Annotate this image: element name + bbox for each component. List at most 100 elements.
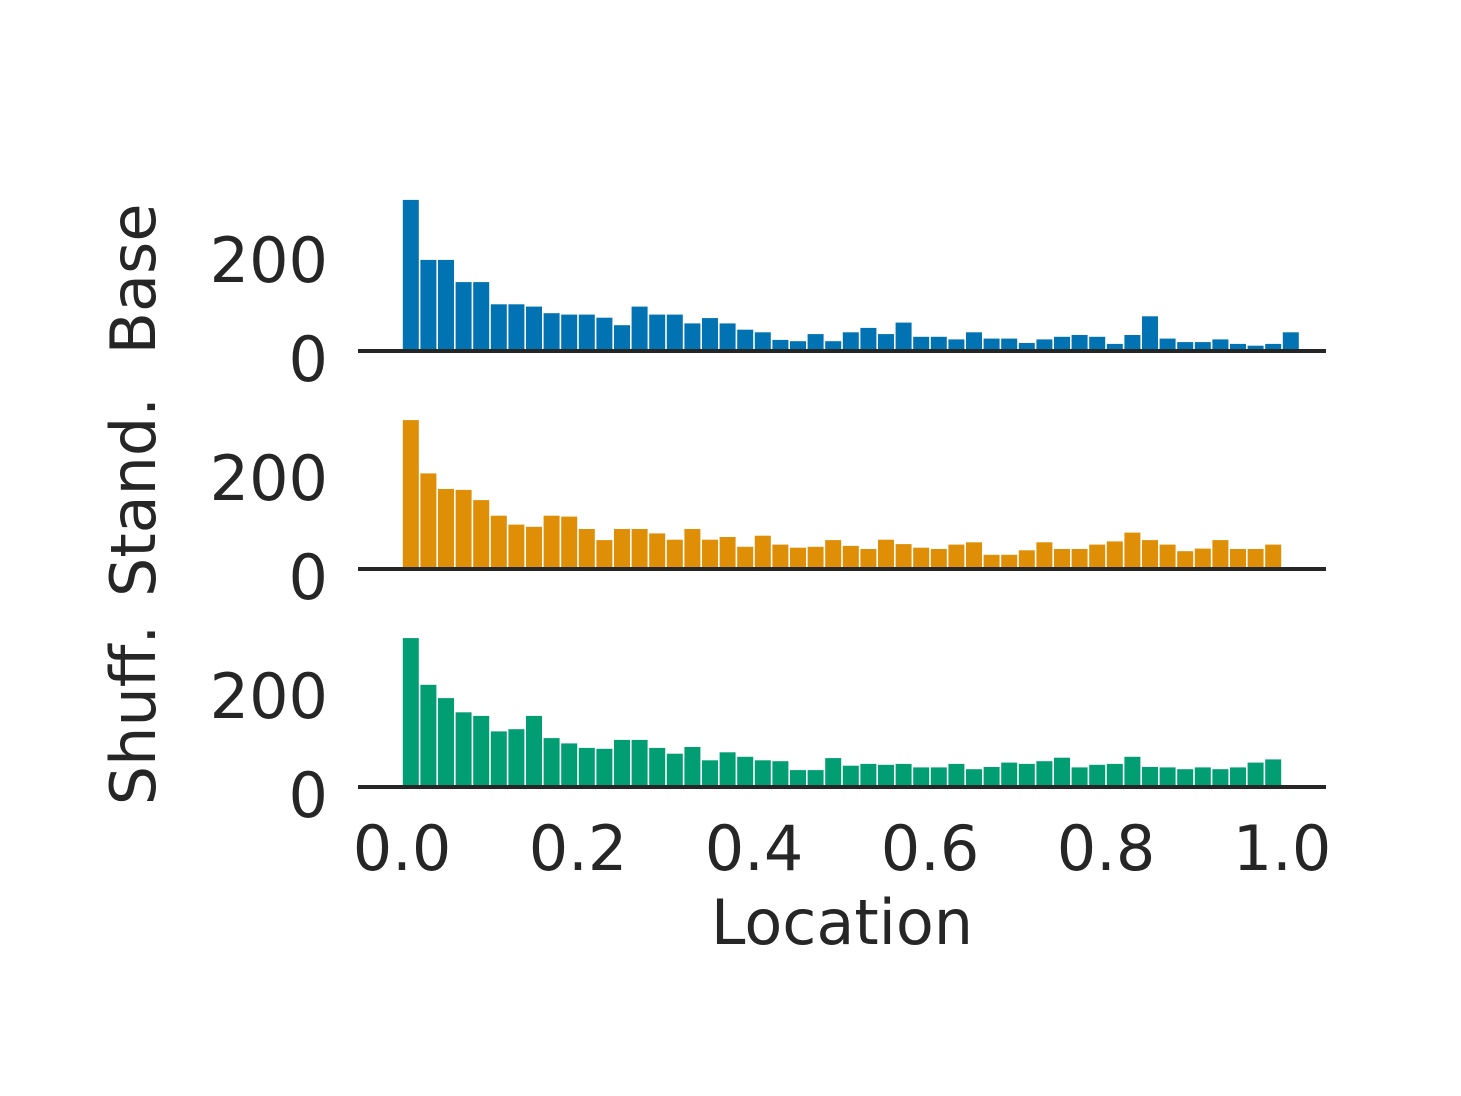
bar	[1089, 764, 1106, 787]
bar	[649, 747, 666, 787]
bar	[1159, 338, 1176, 351]
bar	[1106, 541, 1123, 569]
bar	[508, 304, 525, 351]
bar	[649, 533, 666, 569]
x-axis: 0.0 0.2 0.4 0.6 0.8 1.0	[353, 812, 1332, 885]
bar	[983, 554, 1000, 569]
bar	[1001, 762, 1018, 787]
bar	[1142, 540, 1158, 569]
bar	[473, 500, 490, 569]
bar	[490, 304, 507, 351]
bar	[1054, 336, 1070, 351]
bar	[420, 684, 437, 787]
bar	[895, 544, 912, 569]
bar	[825, 341, 842, 351]
bar	[1282, 332, 1299, 351]
x-tick-label: 0.8	[1057, 812, 1156, 885]
bar	[754, 332, 771, 351]
bar	[1018, 763, 1035, 787]
y-tick-label: 200	[210, 660, 328, 733]
bar	[508, 524, 525, 569]
bar	[631, 529, 648, 569]
bar	[455, 712, 472, 787]
bar	[1230, 767, 1246, 787]
bar	[825, 540, 842, 569]
bar	[1212, 339, 1229, 351]
bar	[1001, 338, 1018, 351]
bar	[614, 529, 630, 569]
bar	[1247, 345, 1264, 351]
bar	[966, 542, 982, 569]
bar	[473, 282, 490, 351]
bar	[631, 306, 648, 351]
bar	[1159, 767, 1176, 787]
bar	[702, 539, 718, 569]
bar	[438, 698, 454, 787]
bar	[1106, 343, 1123, 351]
bar	[1018, 343, 1035, 351]
bar	[473, 715, 490, 787]
bar	[526, 715, 542, 787]
bar	[772, 761, 789, 787]
bar	[719, 537, 736, 569]
bar	[1247, 549, 1264, 569]
bar	[930, 767, 947, 787]
y-tick-label: 200	[210, 224, 328, 297]
bar	[1089, 336, 1106, 351]
panel-shuff: 0 200 Shuff.	[97, 625, 1326, 832]
bar	[438, 259, 454, 351]
bar	[684, 323, 701, 351]
bar	[948, 544, 965, 569]
bar	[1054, 549, 1070, 569]
bar	[913, 336, 930, 351]
bar	[490, 515, 507, 569]
bar	[543, 313, 560, 351]
bar	[561, 314, 578, 351]
bar	[772, 544, 789, 569]
bar	[754, 535, 771, 569]
bar	[1142, 316, 1158, 351]
bar	[737, 546, 754, 569]
bar	[684, 747, 701, 787]
bar	[1230, 343, 1246, 351]
bar	[1001, 554, 1018, 569]
bar	[948, 763, 965, 787]
bar	[455, 282, 472, 351]
y-tick-label: 0	[289, 759, 328, 832]
bar	[420, 473, 437, 569]
y-tick-label: 0	[289, 323, 328, 396]
bar	[790, 547, 806, 569]
bar	[1089, 544, 1106, 569]
bar	[860, 549, 877, 569]
bar	[948, 339, 965, 351]
bar	[526, 306, 542, 351]
bar	[666, 539, 683, 569]
x-tick-label: 0.4	[705, 812, 804, 885]
bar	[878, 539, 894, 569]
bar	[878, 764, 894, 787]
bar	[1036, 761, 1053, 787]
y-tick-label: 0	[289, 541, 328, 614]
bar	[402, 199, 419, 351]
bar	[790, 770, 806, 787]
bar	[649, 314, 666, 351]
bar	[983, 767, 1000, 787]
x-axis-label: Location	[711, 886, 973, 959]
bar	[790, 341, 806, 351]
bar	[1194, 342, 1211, 351]
bar	[737, 756, 754, 787]
bar	[1071, 335, 1088, 351]
bar	[631, 739, 648, 787]
bar	[895, 322, 912, 351]
y-tick-label: 200	[210, 442, 328, 515]
bar	[1265, 544, 1282, 569]
bar	[1177, 551, 1194, 569]
bar	[666, 314, 683, 351]
bar	[1177, 769, 1194, 787]
bar	[596, 540, 613, 569]
bar	[1018, 550, 1035, 569]
y-axis-label: Base	[97, 204, 170, 355]
bar	[561, 743, 578, 787]
bar	[719, 323, 736, 351]
bar	[807, 334, 824, 351]
